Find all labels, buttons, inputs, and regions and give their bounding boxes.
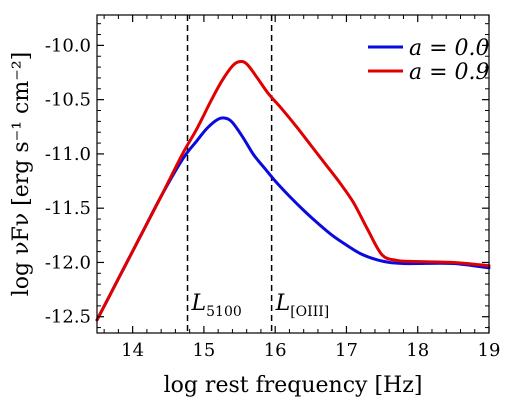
y-tick-label: -11.5 <box>45 198 91 219</box>
x-tick-label: 14 <box>121 340 144 361</box>
plot-frame <box>96 14 490 334</box>
series-curves <box>95 59 491 322</box>
series-line-0 <box>95 116 491 322</box>
axis-ticks: 14 15 16 17 18 19 -12.5 -12.0 -11.5 -11.0 -10.5 -10… <box>45 15 501 361</box>
y-tick-label: -10.0 <box>45 35 91 56</box>
y-tick-label: -10.5 <box>45 90 91 111</box>
x-tick-label: 18 <box>406 340 429 361</box>
vline-label-1: L[OIII] <box>275 291 330 320</box>
y-tick-label: -12.0 <box>45 252 91 273</box>
x-tick-label: 15 <box>192 340 215 361</box>
x-axis-label: log rest frequency [Hz] <box>164 373 423 398</box>
x-tick-label: 16 <box>264 340 287 361</box>
legend-label-0: a = 0.0 <box>409 36 490 61</box>
x-tick-label: 19 <box>478 340 501 361</box>
x-tick-label: 17 <box>335 340 358 361</box>
y-axis-label: log νFν [erg s⁻¹ cm⁻²] <box>9 52 34 296</box>
reference-lines <box>186 15 273 333</box>
legend: a = 0.0a = 0.9 <box>368 36 490 85</box>
y-tick-label: -11.0 <box>45 144 91 165</box>
y-tick-label: -12.5 <box>45 307 91 328</box>
vline-label-0: L5100 <box>191 291 242 320</box>
series-line-1 <box>95 59 491 322</box>
legend-label-1: a = 0.9 <box>409 60 490 85</box>
plot-border <box>96 14 490 334</box>
line-annotations: L5100 L[OIII] <box>191 291 330 320</box>
